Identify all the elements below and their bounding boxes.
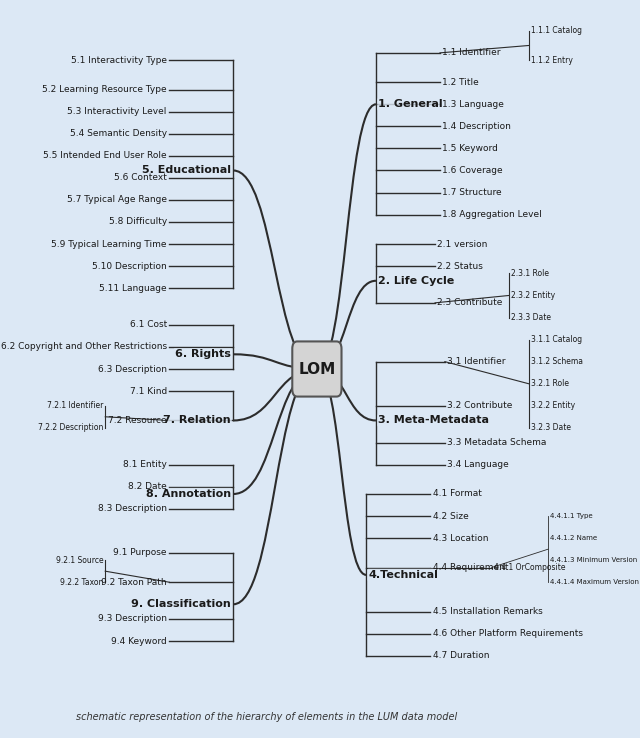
Text: 3.2 Contribute: 3.2 Contribute [447, 401, 513, 410]
Text: 7. Relation: 7. Relation [163, 415, 231, 426]
Text: 3.1 Identifier: 3.1 Identifier [447, 357, 506, 366]
Text: 2.3.3 Date: 2.3.3 Date [511, 313, 551, 322]
Text: 4.7 Duration: 4.7 Duration [433, 651, 489, 661]
Text: 4.4 Requirement: 4.4 Requirement [433, 563, 508, 572]
Text: 3.1.1 Catalog: 3.1.1 Catalog [531, 335, 582, 344]
Text: 1.3 Language: 1.3 Language [442, 100, 504, 108]
Text: 5.1 Interactivity Type: 5.1 Interactivity Type [71, 55, 167, 65]
Text: 5.9 Typical Learning Time: 5.9 Typical Learning Time [51, 240, 167, 249]
Text: 9.1 Purpose: 9.1 Purpose [113, 548, 167, 557]
Text: 9.2.1 Source: 9.2.1 Source [56, 556, 103, 565]
Text: LOM: LOM [298, 362, 335, 376]
Text: 2.3.1 Role: 2.3.1 Role [511, 269, 549, 278]
Text: schematic representation of the hierarchy of elements in the LUM data model: schematic representation of the hierarch… [76, 712, 457, 722]
Text: 8.3 Description: 8.3 Description [98, 504, 167, 513]
Text: 3.3 Metadata Schema: 3.3 Metadata Schema [447, 438, 547, 447]
Text: 3.2.1 Role: 3.2.1 Role [531, 379, 568, 388]
Text: 9.4 Keyword: 9.4 Keyword [111, 637, 167, 646]
Text: 5.4 Semantic Density: 5.4 Semantic Density [70, 129, 167, 138]
Text: 7.1 Kind: 7.1 Kind [129, 387, 167, 396]
Text: 2.1 version: 2.1 version [438, 240, 488, 249]
Text: 2.2 Status: 2.2 Status [438, 261, 483, 271]
Text: 2.3 Contribute: 2.3 Contribute [438, 298, 503, 307]
Text: 4.4.1.3 Minimum Version: 4.4.1.3 Minimum Version [550, 557, 637, 563]
Text: 6.1 Cost: 6.1 Cost [129, 320, 167, 329]
Text: 1.6 Coverage: 1.6 Coverage [442, 166, 503, 175]
Text: 1.2 Title: 1.2 Title [442, 77, 479, 87]
Text: 4.1 Format: 4.1 Format [433, 489, 481, 498]
Text: 4.4.1.2 Name: 4.4.1.2 Name [550, 535, 597, 541]
Text: 5.11 Language: 5.11 Language [99, 283, 167, 293]
Text: 7.2.1 Identifier: 7.2.1 Identifier [47, 401, 103, 410]
Text: 6.2 Copyright and Other Restrictions: 6.2 Copyright and Other Restrictions [1, 342, 167, 351]
Text: 5.6 Context: 5.6 Context [114, 173, 167, 182]
Text: 7.2.2 Description: 7.2.2 Description [38, 424, 103, 432]
Text: 1.1 Identifier: 1.1 Identifier [442, 49, 501, 58]
Text: 5. Educational: 5. Educational [142, 165, 231, 176]
Text: 4.6 Other Platform Requirements: 4.6 Other Platform Requirements [433, 630, 582, 638]
Text: 4.2 Size: 4.2 Size [433, 511, 468, 520]
Text: 4.4.1.4 Maximum Version: 4.4.1.4 Maximum Version [550, 579, 639, 585]
Text: 4.Technical: 4.Technical [369, 570, 438, 580]
Text: 5.10 Description: 5.10 Description [92, 261, 167, 271]
Text: 1.1.2 Entry: 1.1.2 Entry [531, 55, 572, 65]
Text: 5.3 Interactivity Level: 5.3 Interactivity Level [67, 107, 167, 116]
FancyBboxPatch shape [292, 342, 342, 396]
Text: 5.5 Intended End User Role: 5.5 Intended End User Role [43, 151, 167, 160]
Text: 4.4.1.1 Type: 4.4.1.1 Type [550, 513, 593, 519]
Text: 1.4 Description: 1.4 Description [442, 122, 511, 131]
Text: 2. Life Cycle: 2. Life Cycle [378, 276, 454, 286]
Text: 5.8 Difficulty: 5.8 Difficulty [109, 218, 167, 227]
Text: 3.2.3 Date: 3.2.3 Date [531, 424, 570, 432]
Text: 8. Annotation: 8. Annotation [146, 489, 231, 499]
Text: 6. Rights: 6. Rights [175, 349, 231, 359]
Text: 9. Classification: 9. Classification [131, 599, 231, 610]
Text: 8.1 Entity: 8.1 Entity [123, 460, 167, 469]
Text: 1.7 Structure: 1.7 Structure [442, 188, 502, 197]
Text: 3. Meta-Metadata: 3. Meta-Metadata [378, 415, 490, 426]
Text: 8.2 Date: 8.2 Date [128, 482, 167, 491]
Text: 5.7 Typical Age Range: 5.7 Typical Age Range [67, 196, 167, 204]
Text: 9.3 Description: 9.3 Description [98, 615, 167, 624]
Text: 9.2 Taxon Path: 9.2 Taxon Path [101, 578, 167, 587]
Text: 1.8 Aggregation Level: 1.8 Aggregation Level [442, 210, 542, 219]
Text: 6.3 Description: 6.3 Description [98, 365, 167, 373]
Text: 2.3.2 Entity: 2.3.2 Entity [511, 291, 555, 300]
Text: 5.2 Learning Resource Type: 5.2 Learning Resource Type [42, 85, 167, 94]
Text: 3.2.2 Entity: 3.2.2 Entity [531, 401, 575, 410]
Text: 7.2 Resource: 7.2 Resource [108, 416, 167, 425]
Text: 4.4.1 OrComposite: 4.4.1 OrComposite [493, 563, 565, 572]
Text: 3.1.2 Schema: 3.1.2 Schema [531, 357, 582, 366]
Text: 1. General: 1. General [378, 100, 443, 109]
Text: 1.5 Keyword: 1.5 Keyword [442, 144, 499, 153]
Text: 1.1.1 Catalog: 1.1.1 Catalog [531, 27, 582, 35]
Text: 9.2.2 Taxon: 9.2.2 Taxon [60, 578, 103, 587]
Text: 4.3 Location: 4.3 Location [433, 534, 488, 542]
Text: 4.5 Installation Remarks: 4.5 Installation Remarks [433, 607, 542, 616]
Text: 3.4 Language: 3.4 Language [447, 460, 509, 469]
